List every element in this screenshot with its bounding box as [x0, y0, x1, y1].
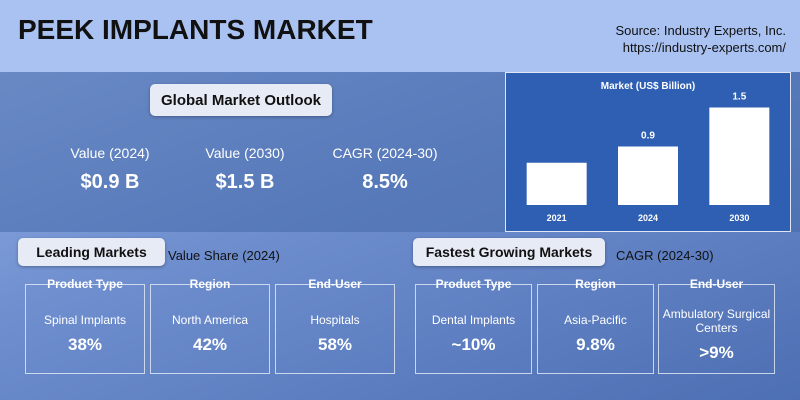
card-value: ~10%	[451, 335, 496, 354]
stat-label: Value (2024)	[70, 145, 150, 161]
card-heading: End-User	[689, 277, 744, 291]
stat: CAGR (2024-30) 8.5%	[315, 145, 455, 194]
card: End-User Ambulatory Surgical Centers >9%	[658, 277, 775, 374]
section-subtitle: CAGR (2024-30)	[616, 248, 714, 263]
card-label: Dental Implants	[431, 313, 516, 327]
card-label: Ambulatory Surgical Centers	[662, 307, 771, 335]
source-text: Source: Industry Experts, Inc.	[615, 23, 786, 38]
card-heading: Product Type	[435, 277, 512, 291]
bar	[709, 107, 770, 205]
card-heading: Region	[189, 277, 231, 291]
bar	[618, 146, 678, 205]
card: Region North America 42%	[150, 277, 270, 374]
stat-value: $1.5 B	[215, 171, 275, 193]
chart: Market (US$ Billion) 2021 2024 0.9 2030 1.5	[505, 72, 791, 232]
card-value: 42%	[192, 335, 228, 354]
data-label: 0.9	[641, 131, 655, 142]
section-pill: Global Market Outlook	[150, 84, 332, 116]
stat-label: Value (2030)	[205, 145, 285, 161]
data-label: 1.5	[732, 92, 746, 103]
stat: Value (2024) $0.9 B	[40, 145, 180, 194]
bar	[526, 162, 587, 205]
card-heading: End-User	[308, 277, 362, 291]
x-tick-label: 2024	[638, 213, 658, 223]
card-value: 9.8%	[576, 335, 615, 354]
x-tick-label: 2021	[547, 213, 567, 223]
card: Product Type Spinal Implants 38%	[25, 277, 145, 374]
chart-title: Market (US$ Billion)	[601, 81, 695, 92]
card-heading: Region	[575, 277, 616, 291]
source-url: https://industry-experts.com/	[622, 40, 786, 55]
card: Region Asia-Pacific 9.8%	[537, 277, 654, 374]
source: Source: Industry Experts, Inc. https://i…	[615, 22, 786, 56]
card-label: North America	[171, 313, 249, 327]
card-label: Asia-Pacific	[564, 313, 627, 327]
stat-value: $0.9 B	[80, 171, 140, 193]
card-value: >9%	[699, 343, 734, 362]
x-tick-label: 2030	[729, 213, 749, 223]
section-pill: Leading Markets	[18, 238, 165, 266]
card-label: Hospitals	[310, 313, 360, 327]
card-value: 58%	[317, 335, 353, 354]
card-heading: Product Type	[47, 277, 123, 291]
stat: Value (2030) $1.5 B	[175, 145, 315, 194]
card: Product Type Dental Implants ~10%	[415, 277, 532, 374]
stat-label: CAGR (2024-30)	[332, 145, 438, 161]
card-value: 38%	[67, 335, 103, 354]
stat-value: 8.5%	[362, 171, 408, 193]
page-title: PEEK IMPLANTS MARKET	[18, 14, 373, 45]
section-subtitle: Value Share (2024)	[168, 248, 280, 263]
section-pill: Fastest Growing Markets	[413, 238, 605, 266]
card: End-User Hospitals 58%	[275, 277, 395, 374]
card-label: Spinal Implants	[43, 313, 127, 327]
header-band	[0, 0, 800, 72]
